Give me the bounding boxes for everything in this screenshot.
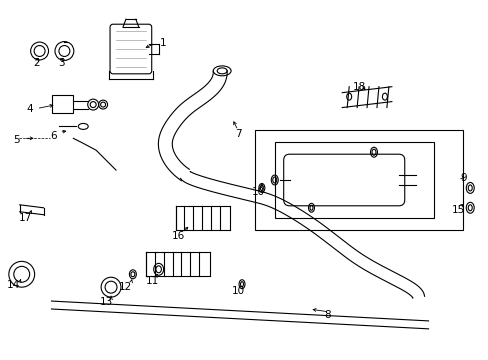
Text: 4: 4 <box>26 104 33 113</box>
Text: 3: 3 <box>58 58 64 68</box>
Text: 18: 18 <box>352 82 365 92</box>
Text: 5: 5 <box>14 135 20 145</box>
Text: 14: 14 <box>7 280 20 290</box>
Bar <box>274 142 433 218</box>
Text: 10: 10 <box>251 187 264 197</box>
Text: 7: 7 <box>234 129 241 139</box>
Text: 8: 8 <box>324 310 330 320</box>
Text: 9: 9 <box>459 173 466 183</box>
Text: 2: 2 <box>33 58 40 68</box>
Text: 11: 11 <box>146 276 159 286</box>
Text: 10: 10 <box>231 286 244 296</box>
Text: 1: 1 <box>159 38 165 48</box>
Bar <box>51 95 73 113</box>
Text: 17: 17 <box>19 213 32 223</box>
Text: 15: 15 <box>451 205 464 215</box>
Text: 16: 16 <box>172 230 185 240</box>
Text: 12: 12 <box>119 282 132 292</box>
Bar <box>254 130 462 230</box>
Text: 13: 13 <box>99 297 112 307</box>
Text: 6: 6 <box>50 131 57 141</box>
